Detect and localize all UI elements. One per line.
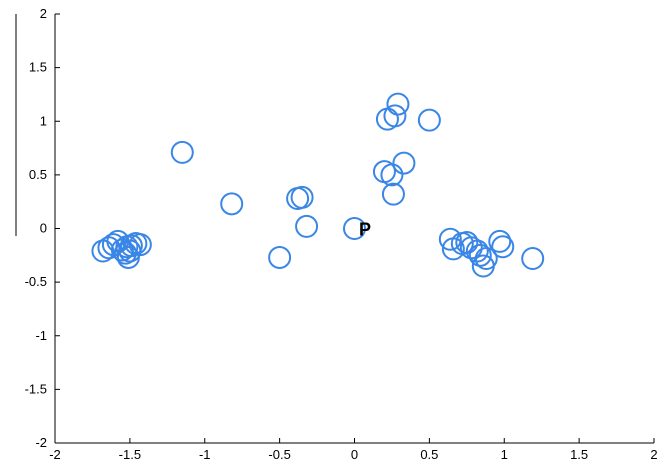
data-point [438, 227, 462, 251]
data-point [343, 217, 366, 240]
y-tick-label: 2 [40, 6, 47, 21]
y-tick-label: -2 [35, 435, 47, 450]
x-tick-label: 0 [351, 447, 358, 462]
data-point [380, 163, 404, 187]
y-tick-label: 1 [40, 113, 47, 128]
y-tick-label: -1.5 [25, 381, 47, 396]
y-ticks: -2 -1.5 -1 -0.5 0 0.5 1 1.5 2 [25, 6, 60, 450]
data-point [474, 247, 498, 271]
data-point [468, 243, 492, 267]
data-point [386, 92, 410, 116]
y-tick-label: 0.5 [29, 167, 47, 182]
data-point [119, 234, 143, 258]
x-tick-label: 1.5 [570, 447, 588, 462]
x-tick-label: -1 [199, 447, 211, 462]
data-point [417, 108, 441, 132]
data-point [521, 247, 545, 271]
data-points [91, 92, 545, 278]
x-tick-label: 2 [650, 447, 657, 462]
data-point [220, 192, 244, 216]
point-label: P [359, 220, 371, 240]
y-tick-label: -0.5 [25, 274, 47, 289]
data-point [290, 185, 314, 209]
x-tick-label: -0.5 [268, 447, 290, 462]
y-tick-label: 0 [40, 221, 47, 236]
data-point [488, 229, 512, 253]
data-point [128, 233, 152, 257]
x-tick-label: 0.5 [420, 447, 438, 462]
data-point [491, 235, 515, 259]
x-ticks: -2 -1.5 -1 -0.5 0 0.5 1 1.5 2 [49, 438, 658, 462]
data-point [383, 104, 407, 128]
annotations: P [359, 220, 371, 240]
data-point [170, 140, 194, 164]
data-point [268, 245, 292, 269]
data-point [392, 151, 416, 175]
data-point [381, 182, 405, 206]
y-tick-label: -1 [35, 328, 47, 343]
x-tick-label: -1.5 [119, 447, 141, 462]
data-point [459, 236, 483, 260]
y-tick-label: 1.5 [29, 60, 47, 75]
x-tick-label: -2 [49, 447, 61, 462]
data-point [465, 239, 489, 263]
x-tick-label: 1 [501, 447, 508, 462]
data-point [295, 214, 319, 238]
